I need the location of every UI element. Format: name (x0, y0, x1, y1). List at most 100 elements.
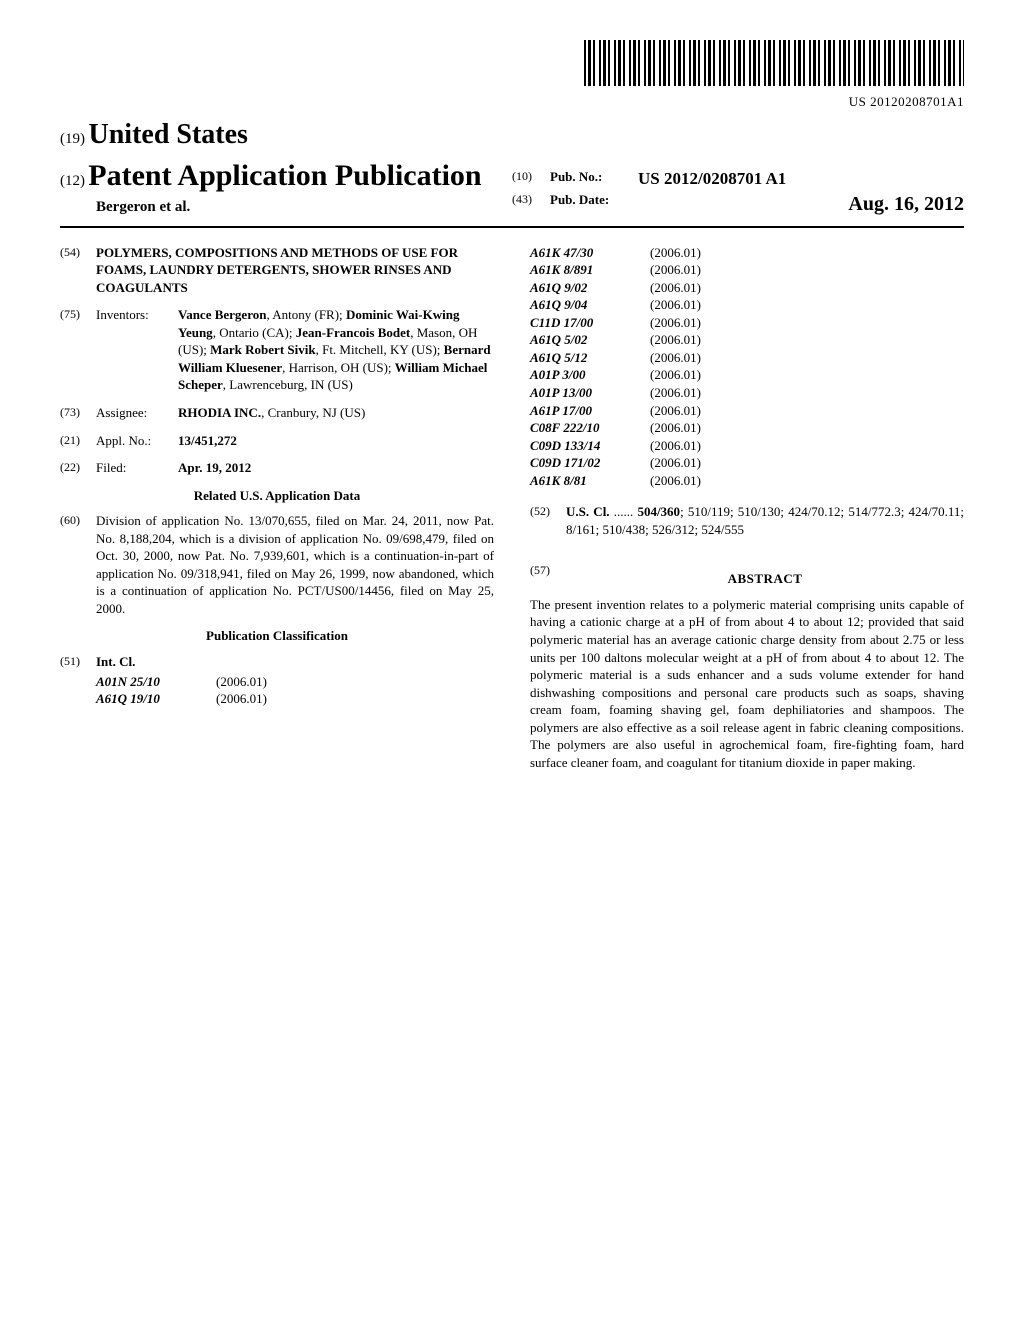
ipc-version: (2006.01) (650, 437, 701, 455)
ipc-row: A61K 8/81(2006.01) (530, 472, 964, 490)
ipc-row: A61Q 9/02(2006.01) (530, 279, 964, 297)
abstract-code: (57) (530, 562, 566, 596)
intcl-field: (51) Int. Cl. (60, 653, 494, 671)
ipc-row: A61K 47/30(2006.01) (530, 244, 964, 262)
assignee-code: (73) (60, 404, 96, 422)
pub-date-row: (43) Pub. Date: Aug. 16, 2012 (512, 191, 964, 218)
spacer-2 (530, 548, 964, 562)
ipc-code: A61K 8/891 (530, 261, 650, 279)
country-code: (19) (60, 131, 85, 147)
pub-no-row: (10) Pub. No.: US 2012/0208701 A1 (512, 168, 964, 191)
ipc-version: (2006.01) (216, 690, 267, 708)
ipc-row: A61Q 5/12(2006.01) (530, 349, 964, 367)
ipc-version: (2006.01) (650, 279, 701, 297)
ipc-code: A61P 17/00 (530, 402, 650, 420)
uscl-dots: ...... (610, 504, 638, 519)
spacer (530, 489, 964, 503)
inventors-code: (75) (60, 306, 96, 394)
pub-no-value: US 2012/0208701 A1 (638, 168, 786, 191)
ipc-version: (2006.01) (650, 331, 701, 349)
ipc-code: A61Q 5/02 (530, 331, 650, 349)
ipc-code: A61Q 19/10 (96, 690, 216, 708)
pub-meta: (10) Pub. No.: US 2012/0208701 A1 (43) P… (512, 168, 964, 218)
ipc-version: (2006.01) (650, 244, 701, 262)
ipc-code: A61K 47/30 (530, 244, 650, 262)
ipc-row: C09D 171/02(2006.01) (530, 454, 964, 472)
ipc-code: C09D 171/02 (530, 454, 650, 472)
ipc-version: (2006.01) (650, 349, 701, 367)
related-heading: Related U.S. Application Data (60, 487, 494, 505)
related-field: (60) Division of application No. 13/070,… (60, 512, 494, 617)
uscl-body: U.S. Cl. ...... 504/360; 510/119; 510/13… (566, 503, 964, 538)
intcl-table-right: A61K 47/30(2006.01)A61K 8/891(2006.01)A6… (530, 244, 964, 490)
assignee-loc: , Cranbury, NJ (US) (261, 405, 365, 420)
ipc-version: (2006.01) (216, 673, 267, 691)
applno-field: (21) Appl. No.: 13/451,272 (60, 432, 494, 450)
ipc-row: A61Q 5/02(2006.01) (530, 331, 964, 349)
doc-type-code: (12) (60, 173, 85, 189)
ipc-row: A61Q 19/10(2006.01) (96, 690, 494, 708)
ipc-code: A61K 8/81 (530, 472, 650, 490)
title-text: POLYMERS, COMPOSITIONS AND METHODS OF US… (96, 244, 494, 297)
filed-value: Apr. 19, 2012 (178, 460, 251, 475)
ipc-version: (2006.01) (650, 419, 701, 437)
ipc-row: C09D 133/14(2006.01) (530, 437, 964, 455)
filed-code: (22) (60, 459, 96, 477)
ipc-code: A01P 13/00 (530, 384, 650, 402)
intcl-table-left: A01N 25/10(2006.01)A61Q 19/10(2006.01) (96, 673, 494, 708)
uscl-field: (52) U.S. Cl. ...... 504/360; 510/119; 5… (530, 503, 964, 538)
ipc-code: C09D 133/14 (530, 437, 650, 455)
filed-body: Apr. 19, 2012 (178, 459, 494, 477)
intcl-label: Int. Cl. (96, 653, 494, 671)
inventor-name: Vance Bergeron (178, 307, 266, 322)
ipc-row: C08F 222/10(2006.01) (530, 419, 964, 437)
assignee-label: Assignee: (96, 404, 178, 422)
pub-no-label: Pub. No.: (550, 168, 638, 191)
inventor-loc: , Antony (FR); (266, 307, 345, 322)
inventor-loc: , Ontario (CA); (213, 325, 296, 340)
ipc-code: A61Q 9/02 (530, 279, 650, 297)
country-line: (19) United States (60, 116, 512, 154)
pub-date-label: Pub. Date: (550, 191, 638, 218)
inventor-name: Jean-Francois Bodet (296, 325, 410, 340)
abstract-body: The present invention relates to a polym… (530, 596, 964, 771)
applno-label: Appl. No.: (96, 432, 178, 450)
ipc-code: A61Q 9/04 (530, 296, 650, 314)
ipc-version: (2006.01) (650, 366, 701, 384)
inventors-label: Inventors: (96, 306, 178, 394)
ipc-row: A61K 8/891(2006.01) (530, 261, 964, 279)
uscl-text-first: 504/360 (637, 504, 680, 519)
applno-body: 13/451,272 (178, 432, 494, 450)
assignee-body: RHODIA INC., Cranbury, NJ (US) (178, 404, 494, 422)
ipc-code: C08F 222/10 (530, 419, 650, 437)
ipc-code: C11D 17/00 (530, 314, 650, 332)
filed-label: Filed: (96, 459, 178, 477)
abstract-heading: ABSTRACT (566, 570, 964, 588)
header-row: (19) United States (12) Patent Applicati… (60, 116, 964, 218)
intcl-label-text: Int. Cl. (96, 654, 135, 669)
ipc-version: (2006.01) (650, 454, 701, 472)
uscl-first: 504/360 (637, 504, 680, 519)
ipc-version: (2006.01) (650, 296, 701, 314)
related-code: (60) (60, 512, 96, 617)
inventors-body: Vance Bergeron, Antony (FR); Dominic Wai… (178, 306, 494, 394)
ipc-version: (2006.01) (650, 384, 701, 402)
ipc-row: A01N 25/10(2006.01) (96, 673, 494, 691)
ipc-version: (2006.01) (650, 472, 701, 490)
ipc-version: (2006.01) (650, 402, 701, 420)
ipc-version: (2006.01) (650, 314, 701, 332)
filed-field: (22) Filed: Apr. 19, 2012 (60, 459, 494, 477)
ipc-row: A01P 13/00(2006.01) (530, 384, 964, 402)
barcode-number: US 20120208701A1 (60, 93, 964, 111)
intcl-code: (51) (60, 653, 96, 671)
inventor-loc: , Ft. Mitchell, KY (US); (316, 342, 444, 357)
authors-line: Bergeron et al. (96, 197, 512, 217)
inventor-name: Mark Robert Sivik (210, 342, 315, 357)
ipc-row: C11D 17/00(2006.01) (530, 314, 964, 332)
main-columns: (54) POLYMERS, COMPOSITIONS AND METHODS … (60, 244, 964, 772)
barcode-graphic (584, 40, 964, 86)
ipc-code: A61Q 5/12 (530, 349, 650, 367)
ipc-version: (2006.01) (650, 261, 701, 279)
ipc-row: A61P 17/00(2006.01) (530, 402, 964, 420)
applno-code: (21) (60, 432, 96, 450)
